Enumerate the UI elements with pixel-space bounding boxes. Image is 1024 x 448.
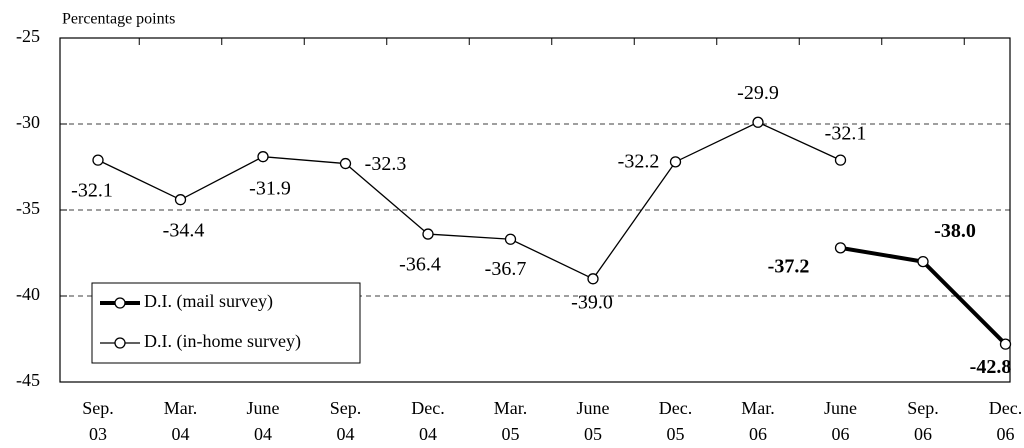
x-tick-label-line: 04 [254, 424, 272, 444]
data-point [257, 151, 269, 163]
x-tick-label-line: Dec. [659, 398, 692, 418]
data-label: -32.2 [618, 150, 660, 172]
data-label: -38.0 [934, 220, 976, 242]
x-tick-label-line: Sep. [907, 398, 939, 418]
y-tick-label: -35 [16, 198, 40, 218]
x-tick-label-line: Mar. [494, 398, 528, 418]
x-tick-label-line: 05 [667, 424, 685, 444]
data-point [174, 194, 187, 206]
y-axis-label: Percentage points [62, 11, 175, 28]
x-tick-label-line: 04 [172, 424, 190, 444]
x-tick-label: June 04 [247, 398, 280, 444]
y-tick-label: -25 [16, 26, 40, 46]
x-tick-label: Dec. 06 [989, 398, 1022, 444]
x-tick-label: Sep. 06 [907, 398, 939, 444]
x-tick-label: Sep. 04 [330, 398, 362, 444]
data-point [504, 233, 517, 245]
data-label: -29.9 [737, 82, 779, 104]
y-tick-label: -40 [16, 284, 40, 304]
x-tick-label: Mar. 06 [741, 398, 775, 444]
legend-marker [114, 297, 126, 309]
legend-marker [114, 337, 126, 349]
data-point [917, 255, 929, 268]
data-label: -31.9 [249, 177, 291, 199]
x-tick-label: Dec. 05 [659, 398, 692, 444]
data-point [834, 242, 847, 254]
data-point [339, 157, 352, 170]
data-point [999, 338, 1012, 350]
x-tick-label-line: Mar. [164, 398, 198, 418]
data-point [669, 156, 682, 168]
x-tick-label-line: Dec. [989, 398, 1022, 418]
x-tick-label-line: 05 [502, 424, 520, 444]
data-point [752, 116, 764, 128]
x-tick-label: June 06 [824, 398, 857, 444]
data-label: -32.1 [71, 180, 113, 202]
x-tick-label: Sep. 03 [82, 398, 114, 444]
x-tick-label-line: 06 [832, 424, 850, 444]
x-tick-label-line: June [824, 398, 857, 418]
y-tick-label: -30 [16, 112, 40, 132]
data-label: -34.4 [163, 219, 205, 241]
y-tick-label: -45 [16, 370, 40, 390]
x-tick-label-line: 06 [997, 424, 1015, 444]
x-tick-label-line: Dec. [411, 398, 444, 418]
data-point [587, 273, 599, 285]
data-label: -42.8 [970, 356, 1012, 378]
x-tick-label-line: Mar. [741, 398, 775, 418]
legend-box [91, 282, 361, 364]
data-point [834, 154, 847, 166]
data-label: -36.4 [399, 254, 441, 276]
x-tick-label-line: Sep. [82, 398, 114, 418]
x-tick-label-line: June [247, 398, 280, 418]
x-tick-label-line: 06 [914, 424, 932, 444]
x-tick-label: Mar. 05 [494, 398, 528, 444]
legend-label: D.I. (in-home survey) [144, 331, 301, 352]
x-tick-label: Mar. 04 [164, 398, 198, 444]
x-tick-label: June 05 [577, 398, 610, 444]
data-label: -36.7 [485, 258, 527, 280]
x-tick-label-line: June [577, 398, 610, 418]
series-line [97, 121, 841, 280]
x-tick-label: Dec. 04 [411, 398, 444, 444]
data-point [92, 154, 104, 166]
x-tick-label-line: 04 [337, 424, 355, 444]
x-tick-label-line: 05 [584, 424, 602, 444]
data-label: -32.3 [365, 153, 407, 175]
data-label: -37.2 [768, 255, 810, 277]
legend-label: D.I. (mail survey) [144, 291, 273, 312]
data-label: -32.1 [825, 123, 867, 145]
x-tick-label-line: 04 [419, 424, 437, 444]
x-tick-label-line: 06 [749, 424, 767, 444]
data-label: -39.0 [571, 291, 613, 313]
x-tick-label-line: Sep. [330, 398, 362, 418]
x-tick-label-line: 03 [89, 424, 107, 444]
data-point [422, 228, 434, 240]
